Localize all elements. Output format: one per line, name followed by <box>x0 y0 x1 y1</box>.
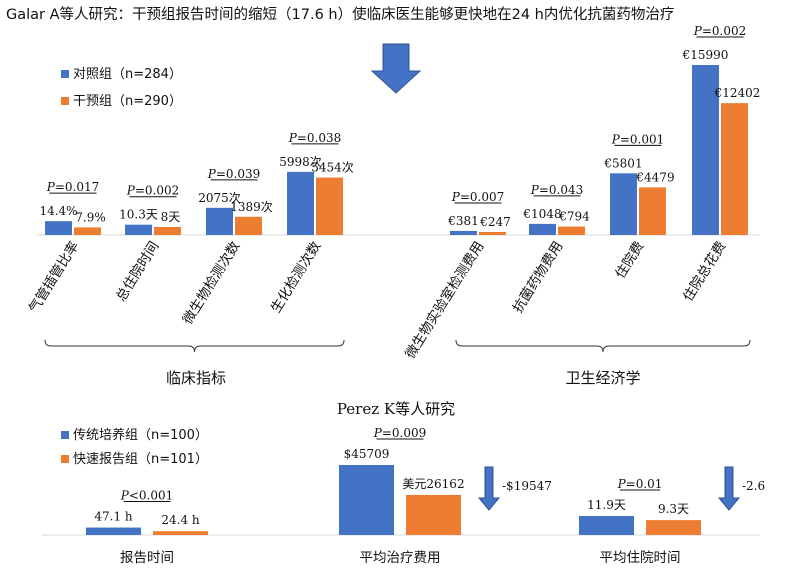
clinical-value-intervention-1: 8天 <box>161 210 181 224</box>
bottom-legend-swatch-0 <box>61 431 69 439</box>
economics-pvalue-2-text: P=0.001 <box>611 132 665 146</box>
economics-bar-control-1 <box>529 223 556 235</box>
bottom-value-fast-2: 9.3天 <box>658 502 689 516</box>
economics-pvalue-0-text: P=0.007 <box>451 190 505 204</box>
bottom-pvalue-0: P<0.001 <box>120 489 174 503</box>
bottom-value-control-2: 11.9天 <box>587 498 626 512</box>
economics-bar-control-0 <box>450 230 477 235</box>
economics-bar-intervention-3 <box>721 103 748 236</box>
economics-category-2: 住院费 <box>612 239 647 282</box>
clinical-bar-intervention-0 <box>74 227 101 235</box>
economics-pvalue-3: P=0.002 <box>693 24 747 38</box>
clinical-value-intervention-3: 5454次 <box>311 161 354 175</box>
legend-swatch-control <box>61 70 69 78</box>
bottom-bar-control-2 <box>579 515 634 535</box>
economics-group-label: 卫生经济学 <box>565 369 640 387</box>
bottom-pvalue-2: P=0.01 <box>617 477 663 491</box>
legend-label-control: 对照组（n=284） <box>73 67 182 82</box>
clinical-pvalue-3: P=0.038 <box>288 131 342 145</box>
bottom-category-2: 平均住院时间 <box>600 550 681 566</box>
bottom-bar-fast-1 <box>406 494 461 535</box>
clinical-pvalue-2: P=0.039 <box>207 167 261 181</box>
clinical-value-intervention-0: 7.9% <box>75 210 106 224</box>
legend-label-intervention: 干预组（n=290） <box>73 94 182 109</box>
clinical-pvalue-1: P=0.002 <box>126 184 180 198</box>
economics-value-control-3: €15990 <box>682 48 729 62</box>
clinical-category-3: 生化检测次数 <box>268 238 325 316</box>
economics-value-control-1: €1048 <box>522 207 561 221</box>
economics-pvalue-1: P=0.043 <box>530 183 584 197</box>
clinical-pvalue-1-text: P=0.002 <box>126 184 180 198</box>
bottom-diff-arrow-icon-1 <box>477 466 501 511</box>
economics-bar-control-2 <box>610 173 637 235</box>
bottom-legend-label-0: 传统培养组（n=100） <box>73 427 208 443</box>
clinical-bar-intervention-1 <box>154 227 181 235</box>
economics-brace <box>455 339 751 353</box>
bottom-value-fast-0: 24.4 h <box>161 513 200 527</box>
bottom-legend-label-1: 快速报告组（n=101） <box>73 452 208 467</box>
clinical-pvalue-2-text: P=0.039 <box>207 167 261 181</box>
bottom-pvalue-1: P=0.009 <box>373 426 427 440</box>
clinical-value-control-1: 10.3天 <box>119 208 158 222</box>
big-down-arrow-icon <box>370 43 422 94</box>
clinical-bar-control-0 <box>45 221 72 235</box>
clinical-pvalue-0-text: P=0.017 <box>46 180 100 194</box>
clinical-value-control-0: 14.4% <box>39 204 77 218</box>
bottom-chart-title: Perez K等人研究 <box>337 400 455 418</box>
clinical-category-2: 微生物检测次数 <box>180 238 244 327</box>
economics-category-0: 微生物实验室检测费用 <box>401 238 487 361</box>
clinical-value-control-3: 5998次 <box>279 155 322 169</box>
economics-pvalue-1-text: P=0.043 <box>530 183 584 197</box>
page-title: Galar A等人研究：干预组报告时间的缩短（17.6 h）使临床医生能够更快地… <box>6 5 674 23</box>
economics-bar-control-3 <box>692 65 719 235</box>
economics-pvalue-0: P=0.007 <box>451 190 505 204</box>
economics-value-intervention-1: €794 <box>558 210 590 224</box>
economics-value-intervention-3: €12402 <box>714 86 761 100</box>
economics-category-3: 住院总花费 <box>680 239 729 305</box>
bottom-diff-arrow-icon-2 <box>717 466 741 511</box>
economics-value-control-2: €5801 <box>603 156 642 170</box>
economics-value-intervention-2: €4479 <box>635 170 674 184</box>
economics-category-1: 抗菌药物费用 <box>510 239 566 316</box>
clinical-bar-intervention-2 <box>235 216 262 235</box>
economics-bar-intervention-2 <box>639 187 666 235</box>
bottom-pvalue-1-text: P=0.009 <box>373 426 427 440</box>
clinical-pvalue-3-text: P=0.038 <box>288 131 342 145</box>
bottom-pvalue-2-text: P=0.01 <box>617 477 663 491</box>
economics-bar-intervention-1 <box>558 226 585 235</box>
bottom-value-control-1: $45709 <box>344 447 390 461</box>
bottom-pvalue-0-text: P<0.001 <box>120 489 174 503</box>
bottom-bar-control-1 <box>339 465 394 535</box>
bottom-category-0: 报告时间 <box>120 550 174 566</box>
economics-pvalue-3-text: P=0.002 <box>693 24 747 38</box>
clinical-brace <box>44 339 345 353</box>
economics-bar-intervention-0 <box>479 232 506 235</box>
clinical-pvalue-0: P=0.017 <box>46 180 100 194</box>
bottom-diff-2: -2.6 <box>742 479 765 493</box>
economics-value-control-0: €381 <box>447 214 479 228</box>
clinical-value-intervention-2: 1389次 <box>230 200 273 214</box>
clinical-category-0: 气管插管比率 <box>25 238 82 316</box>
clinical-group-label: 临床指标 <box>166 369 226 387</box>
economics-value-intervention-0: €247 <box>479 215 511 229</box>
bottom-value-control-0: 47.1 h <box>94 510 133 524</box>
bottom-bar-control-0 <box>86 527 141 535</box>
bottom-bar-fast-0 <box>153 531 208 535</box>
bottom-legend-swatch-1 <box>61 455 69 463</box>
bottom-category-1: 平均治疗费用 <box>360 550 441 566</box>
clinical-bar-control-2 <box>206 207 233 235</box>
legend-swatch-intervention <box>61 97 69 105</box>
bottom-diff-1: -$19547 <box>502 479 552 493</box>
clinical-bar-intervention-3 <box>316 177 343 235</box>
bottom-bar-fast-2 <box>646 520 701 535</box>
clinical-category-1: 总住院时间 <box>113 239 162 305</box>
clinical-bar-control-1 <box>125 224 152 235</box>
bottom-value-fast-1: 美元26162 <box>402 477 464 491</box>
clinical-value-control-2: 2075次 <box>198 191 241 205</box>
clinical-bar-control-3 <box>287 171 314 235</box>
economics-pvalue-2: P=0.001 <box>611 132 665 146</box>
